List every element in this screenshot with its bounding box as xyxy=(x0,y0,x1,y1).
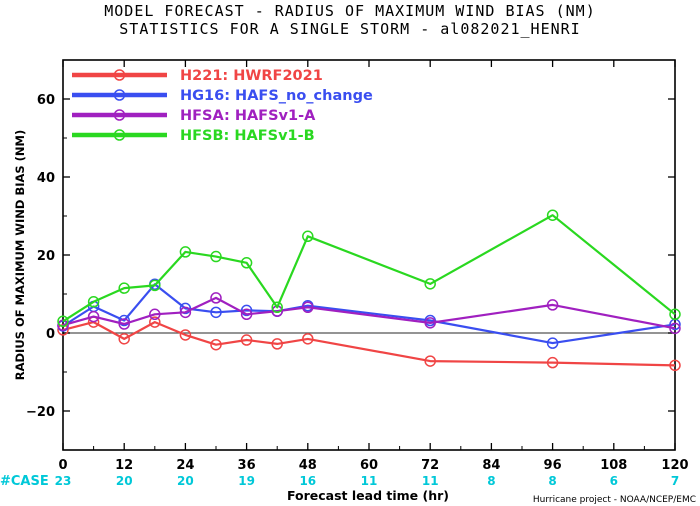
chart-title-line1: MODEL FORECAST - RADIUS OF MAXIMUM WIND … xyxy=(104,2,596,20)
legend-entry-4: HFSB: HAFSv1-B xyxy=(72,128,315,144)
case-count: 20 xyxy=(116,474,133,488)
legend-marker xyxy=(113,89,126,101)
x-tick-label: 24 xyxy=(176,458,194,473)
case-count: 19 xyxy=(238,474,255,488)
x-tick-label: 120 xyxy=(661,458,688,473)
case-count: 6 xyxy=(610,474,618,488)
legend-label: HG16: HAFS_no_change xyxy=(180,88,373,104)
data-point xyxy=(118,318,130,330)
data-point xyxy=(118,314,130,327)
data-point xyxy=(240,257,253,269)
x-tick-label: 96 xyxy=(544,458,562,473)
data-point xyxy=(149,279,161,292)
plot-frame xyxy=(62,59,676,451)
y-tick-label: 20 xyxy=(37,249,55,264)
x-tick-label: 72 xyxy=(421,458,439,473)
y-axis-label: RADIUS OF MAXIMUM WIND BIAS (NM) xyxy=(13,130,27,381)
data-point xyxy=(424,355,436,367)
data-point xyxy=(669,359,681,372)
legend-label: HFSB: HAFSv1-B xyxy=(180,128,315,144)
data-point xyxy=(302,301,314,314)
data-point xyxy=(669,322,681,335)
data-point xyxy=(424,317,436,329)
x-tick-label: 12 xyxy=(115,458,133,473)
data-point xyxy=(210,250,222,263)
x-tick-label: 36 xyxy=(238,458,256,473)
data-point xyxy=(57,315,69,328)
series-3 xyxy=(57,292,681,335)
legend-marker xyxy=(113,69,126,81)
data-point xyxy=(669,308,681,321)
x-axis-label: Forecast lead time (hr) xyxy=(287,488,449,503)
x-tick-label: 108 xyxy=(600,458,627,473)
x-tick-label: 60 xyxy=(360,458,378,473)
data-point xyxy=(210,338,222,351)
data-point xyxy=(149,308,161,321)
x-tick-label: 84 xyxy=(482,458,500,473)
x-tick-label: 0 xyxy=(58,458,67,473)
case-count: 8 xyxy=(548,474,556,488)
case-count: 23 xyxy=(55,474,72,488)
data-point xyxy=(87,296,100,308)
y-tick-label: 0 xyxy=(46,327,55,342)
case-count: 8 xyxy=(487,474,495,488)
data-point xyxy=(179,306,192,319)
case-count: 16 xyxy=(299,474,316,488)
chart-title-line2: STATISTICS FOR A SINGLE STORM - al082021… xyxy=(119,20,581,38)
y-tick-label: 40 xyxy=(37,171,55,186)
data-point xyxy=(546,356,559,369)
data-point xyxy=(179,246,192,258)
data-point xyxy=(271,338,283,350)
series-4 xyxy=(57,209,681,328)
legend-entry-2: HG16: HAFS_no_change xyxy=(72,88,373,104)
data-point xyxy=(87,310,100,323)
y-tick-label: 60 xyxy=(37,93,55,108)
series-line xyxy=(62,321,676,367)
data-point xyxy=(424,278,436,290)
data-point xyxy=(118,333,130,345)
data-point xyxy=(179,302,192,315)
data-point xyxy=(302,230,314,243)
data-point xyxy=(210,292,222,304)
y-tick-label: −20 xyxy=(26,405,55,420)
legend-marker xyxy=(113,129,126,141)
legend-entry-1: H221: HWRF2021 xyxy=(72,68,323,84)
data-point xyxy=(179,329,192,341)
series-1 xyxy=(57,316,681,372)
data-point xyxy=(271,301,283,314)
case-count-label: #CASE xyxy=(0,474,49,489)
x-tick-label: 48 xyxy=(299,458,317,473)
credit-text: Hurricane project - NOAA/NCEP/EMC xyxy=(533,495,696,505)
data-point xyxy=(546,209,559,221)
data-point xyxy=(149,316,161,328)
series-line xyxy=(62,214,676,323)
legend-entry-3: HFSA: HAFSv1-A xyxy=(72,108,316,124)
legend-marker xyxy=(113,109,126,121)
data-point xyxy=(546,337,559,349)
case-count: 20 xyxy=(177,474,194,488)
case-count: 7 xyxy=(671,474,679,488)
case-count: 11 xyxy=(422,474,439,488)
case-count: 11 xyxy=(361,474,378,488)
data-point xyxy=(240,308,253,321)
data-point xyxy=(210,306,222,319)
data-point xyxy=(118,282,130,294)
legend-label: HFSA: HAFSv1-A xyxy=(180,108,316,124)
data-point xyxy=(240,334,253,346)
legend-label: H221: HWRF2021 xyxy=(180,68,323,84)
data-point xyxy=(546,299,559,311)
data-point xyxy=(302,333,314,345)
